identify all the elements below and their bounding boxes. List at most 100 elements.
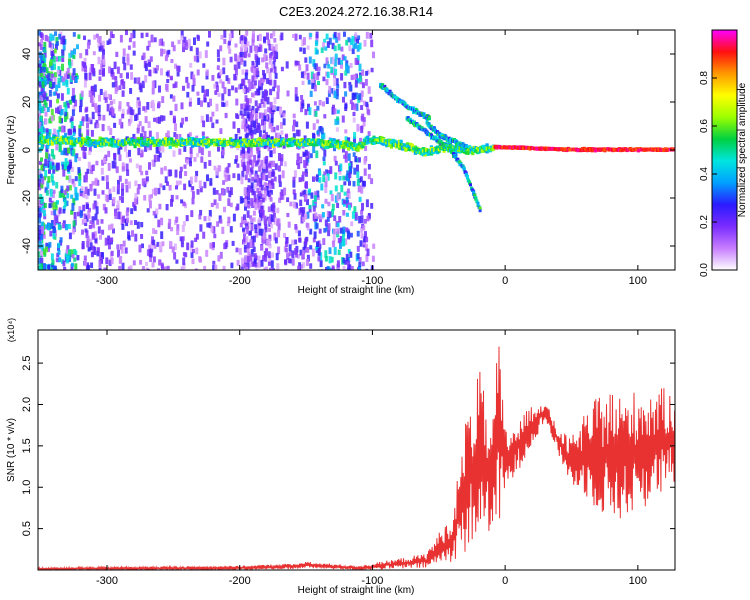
spectrogram-noise-cell [54, 205, 58, 211]
spectrogram-noise-cell [100, 258, 104, 264]
spectrogram-noise-cell [89, 67, 93, 75]
spectrogram-noise-cell [363, 168, 367, 176]
spectrogram-noise-cell [194, 268, 198, 270]
spectrogram-noise-cell [370, 203, 374, 209]
spectrogram-noise-cell [335, 94, 339, 100]
spectrogram-noise-cell [163, 166, 167, 171]
figure-title: C2E3.2024.272.16.38.R14 [279, 4, 433, 19]
spectrogram-noise-cell [288, 250, 292, 257]
spectrogram-noise-cell [270, 113, 274, 119]
spectrogram-noise-cell [253, 154, 257, 163]
spectrogram-noise-cell [250, 169, 254, 175]
spectrogram-noise-cell [318, 170, 322, 176]
spectrogram-branch-cell [440, 133, 444, 136]
spectrogram-noise-cell [59, 240, 63, 246]
spectrogram-noise-cell [226, 166, 230, 174]
spectrogram-noise-cell [253, 80, 257, 86]
spectrogram-noise-cell [346, 175, 350, 182]
spectrogram-trace-cell [57, 138, 61, 143]
spectrogram-noise-cell [360, 125, 364, 134]
spectrogram-noise-cell [170, 226, 174, 232]
spectrogram-noise-cell [180, 102, 184, 110]
spectrogram-noise-cell [212, 242, 215, 248]
spectrogram-noise-cell [211, 111, 215, 117]
spectrogram-noise-cell [358, 93, 362, 101]
spectrogram-noise-cell [344, 238, 348, 245]
spectrogram-noise-cell [95, 160, 99, 166]
spectrogram-noise-cell [325, 57, 329, 65]
spectrogram-noise-cell [119, 73, 123, 79]
spectrogram-ylabel: Frequency (Hz) [6, 116, 17, 185]
spectrogram-noise-cell [61, 63, 64, 72]
spectrogram-noise-cell [346, 170, 350, 176]
spectrogram-noise-cell [56, 98, 60, 104]
spectrogram-noise-cell [129, 220, 133, 226]
spectrogram-trace-cell [163, 137, 167, 141]
spectrogram-noise-cell [62, 78, 66, 86]
spectrogram-noise-cell [191, 186, 195, 191]
spectrogram-trace-cell [109, 143, 113, 147]
spectrogram-noise-cell [127, 231, 131, 240]
spectrogram-noise-cell [268, 234, 272, 241]
spectrogram-noise-cell [55, 143, 59, 151]
spectrogram-noise-cell [71, 74, 75, 81]
spectrogram-noise-cell [243, 36, 247, 45]
spectrogram-noise-cell [313, 195, 317, 202]
spectrogram-noise-cell [354, 57, 358, 65]
spectrogram-noise-cell [263, 236, 267, 244]
spectrogram-trace-cell [248, 140, 252, 144]
spectrogram-noise-cell [72, 55, 76, 60]
spectrogram-noise-cell [42, 67, 46, 73]
spectrogram-noise-cell [223, 38, 227, 44]
spectrogram-noise-cell [335, 36, 339, 43]
spectrogram-noise-cell [206, 41, 210, 47]
spectrogram-noise-cell [174, 103, 178, 112]
spectrogram-noise-cell [310, 269, 314, 270]
spectrogram-noise-cell [315, 174, 319, 182]
spectrogram-noise-cell [296, 60, 300, 66]
spectrogram-noise-cell [38, 68, 41, 74]
spectrogram-noise-cell [63, 268, 66, 270]
spectrogram-trace-cell [276, 138, 281, 142]
spectrogram-noise-cell [104, 237, 108, 246]
spectrogram-noise-cell [260, 80, 264, 85]
spectrogram-trace-cell [633, 147, 637, 152]
spectrogram-noise-cell [118, 175, 122, 182]
spectrogram-noise-cell [39, 116, 43, 122]
spectrogram-noise-cell [316, 195, 320, 201]
spectrogram-trace-cell [218, 137, 222, 142]
spectrogram-noise-cell [344, 129, 348, 134]
spectrogram-noise-cell [316, 190, 320, 198]
spectrogram-noise-cell [112, 228, 115, 234]
spectrogram-noise-cell [38, 212, 42, 218]
spectrogram-noise-cell [334, 172, 338, 180]
spectrogram-noise-cell [172, 150, 176, 157]
spectrogram-noise-cell [318, 177, 322, 183]
spectrogram-noise-cell [276, 218, 280, 227]
spectrogram-noise-cell [55, 182, 59, 189]
spectrogram-noise-cell [55, 56, 59, 62]
spectrogram-noise-cell [116, 244, 120, 250]
spectrogram-noise-cell [250, 182, 254, 189]
spectrogram-noise-cell [349, 85, 353, 91]
spectrogram-noise-cell [40, 234, 44, 241]
spectrogram-noise-cell [67, 223, 71, 230]
spectrogram-noise-cell [250, 217, 254, 224]
spectrogram-trace-cell [539, 146, 543, 150]
spectrogram-noise-cell [86, 122, 89, 129]
spectrogram-noise-cell [52, 154, 56, 160]
spectrogram-noise-cell [56, 200, 59, 205]
spectrogram-noise-cell [337, 238, 341, 244]
spectrogram-noise-cell [182, 221, 186, 226]
spectrogram-noise-cell [102, 114, 106, 121]
spectrogram-noise-cell [153, 37, 157, 43]
spectrogram-noise-cell [314, 191, 318, 197]
spectrogram-branch-cell [474, 196, 478, 200]
spectrogram-noise-cell [60, 93, 64, 101]
spectrogram-trace-cell [213, 141, 217, 145]
spectrogram-noise-cell [170, 199, 173, 207]
spectrogram-trace-cell [69, 135, 73, 139]
spectrogram-noise-cell [295, 121, 299, 128]
spectrogram-noise-cell [152, 67, 156, 74]
spectrogram-noise-cell [365, 199, 369, 208]
